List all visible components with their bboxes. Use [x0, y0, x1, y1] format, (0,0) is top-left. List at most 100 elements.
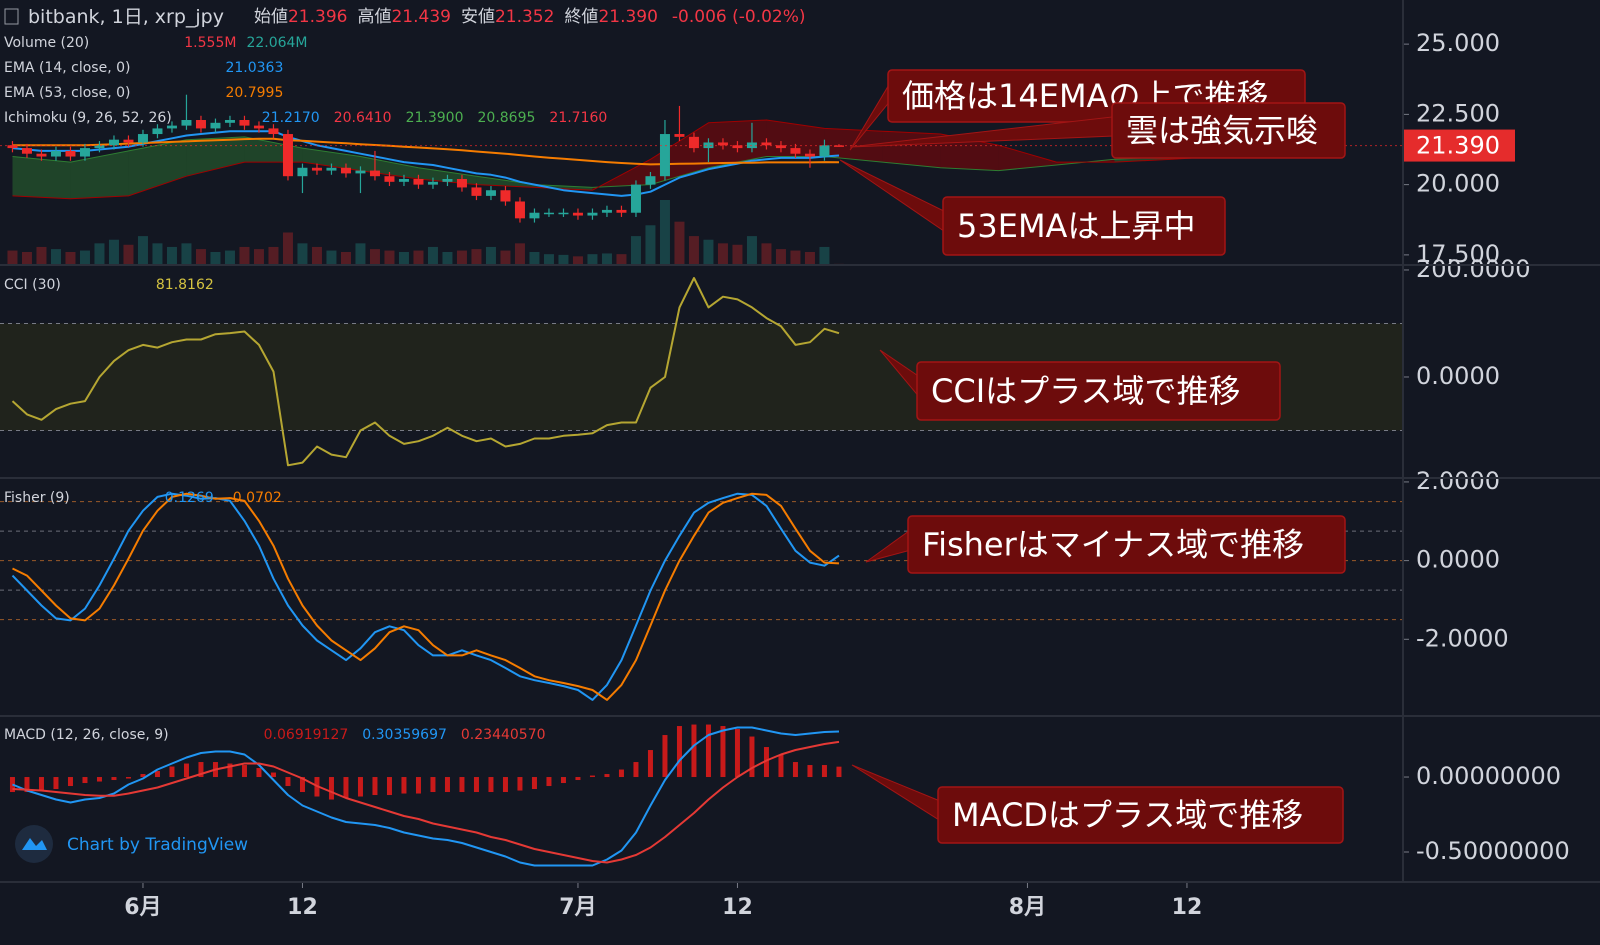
cloud	[70, 150, 129, 199]
volume-bar	[152, 243, 163, 265]
histogram-bar	[270, 772, 276, 778]
y-tick-label: -2.0000	[1416, 624, 1509, 652]
legend-text: EMA (14, close, 0)	[4, 60, 130, 76]
histogram-bar	[647, 750, 653, 778]
logo-mark	[22, 838, 47, 850]
watermark: Chart by TradingView	[67, 835, 248, 855]
candle-body	[195, 119, 206, 129]
candle-body	[804, 153, 815, 157]
candle-body	[166, 125, 177, 129]
candle-body	[398, 179, 409, 182]
candle-body	[152, 128, 163, 135]
y-tick-label: 17.500	[1416, 240, 1500, 268]
candle-body	[123, 139, 134, 143]
volume-bar	[181, 243, 192, 265]
volume-bar	[732, 244, 743, 265]
panel	[9, 724, 842, 867]
volume-bar	[50, 249, 61, 265]
histogram-bar	[169, 766, 175, 778]
candle-body	[717, 142, 728, 146]
volume-bar	[645, 225, 656, 265]
candle-body	[645, 176, 656, 185]
legend-text: 21.2170	[262, 110, 320, 126]
histogram-bar	[154, 771, 160, 778]
histogram-bar	[589, 775, 595, 778]
candle-body	[282, 134, 293, 177]
histogram-bar	[705, 724, 711, 778]
volume-bar	[7, 250, 18, 265]
candle-body	[456, 179, 467, 188]
volume-bar	[398, 252, 409, 265]
candle-body	[819, 145, 830, 157]
cloud	[12, 156, 71, 199]
candle-body	[703, 142, 714, 149]
volume-bar	[804, 252, 815, 265]
histogram-bar	[691, 724, 697, 778]
histogram-bar	[517, 777, 523, 791]
ohlc-name: 終値	[564, 7, 598, 27]
legend-text: 20.8695	[478, 110, 536, 126]
cloud	[186, 136, 245, 177]
candle-body	[558, 212, 569, 215]
callout-text: CCIはプラス域で推移	[931, 372, 1241, 410]
legend-text: Fisher (9)	[4, 490, 70, 506]
volume-bar	[282, 232, 293, 265]
histogram-bar	[111, 777, 117, 781]
panel	[0, 94, 1403, 265]
candle-body	[239, 119, 250, 126]
histogram-bar	[821, 765, 827, 778]
volume-bar	[630, 236, 641, 265]
change: -0.006 (-0.02%)	[672, 7, 806, 27]
histogram-bar	[82, 777, 88, 784]
callout-box	[1111, 102, 1346, 159]
ohlc-value: 21.439	[391, 7, 450, 27]
annotations: 価格は14EMAの上で推移雲は強気示唆53EMAは上昇中CCIはプラス域で推移F…	[839, 69, 1346, 844]
y-tick-label: 200.0000	[1416, 255, 1531, 283]
volume-bar	[688, 236, 699, 265]
candle-body	[630, 184, 641, 213]
volume-bar	[775, 249, 786, 265]
cloud	[998, 145, 1057, 171]
histogram-bar	[473, 777, 479, 793]
volume-bar	[79, 250, 90, 265]
candle-body	[775, 145, 786, 149]
candle-body	[471, 187, 482, 196]
volume-bar	[616, 254, 627, 265]
callout-text: 雲は強気示唆	[1126, 112, 1318, 150]
candle-body	[65, 150, 76, 157]
candle-body	[761, 142, 772, 146]
volume-bar	[529, 252, 540, 265]
candle-body	[543, 212, 554, 215]
legend-row: EMA (53, close, 0) 20.7995	[4, 85, 283, 101]
volume-bar	[500, 250, 511, 265]
volume-bar	[601, 253, 612, 265]
histogram-bar	[198, 762, 204, 778]
candle-body	[7, 145, 18, 149]
volume-bar	[384, 250, 395, 265]
volume-bar	[195, 249, 206, 265]
histogram-bar	[140, 774, 146, 778]
series-line	[12, 492, 840, 701]
histogram-bar	[618, 769, 624, 778]
callout-box	[916, 361, 1281, 421]
volume-bar	[94, 243, 105, 265]
candle-body	[601, 209, 612, 213]
histogram-bar	[9, 777, 15, 793]
candle-body	[529, 212, 540, 219]
histogram-bar	[488, 777, 494, 793]
histogram-bar	[386, 777, 392, 796]
histogram-bar	[749, 736, 755, 778]
histogram-bar	[444, 777, 450, 793]
volume-bar	[761, 243, 772, 265]
legend-text: 81.8162	[156, 277, 214, 293]
legend-text: 0.1269	[165, 490, 214, 506]
symbol-title: bitbank, 1日, xrp_jpy	[28, 6, 224, 28]
histogram-bar	[343, 777, 349, 799]
last-price-tag	[1403, 129, 1515, 162]
callout-text: MACDはプラス域で推移	[952, 796, 1303, 834]
y-tick-label: 20.000	[1416, 170, 1500, 198]
x-tick-label: 6月	[124, 895, 161, 920]
cloud	[476, 176, 535, 188]
candle-body	[36, 153, 47, 157]
